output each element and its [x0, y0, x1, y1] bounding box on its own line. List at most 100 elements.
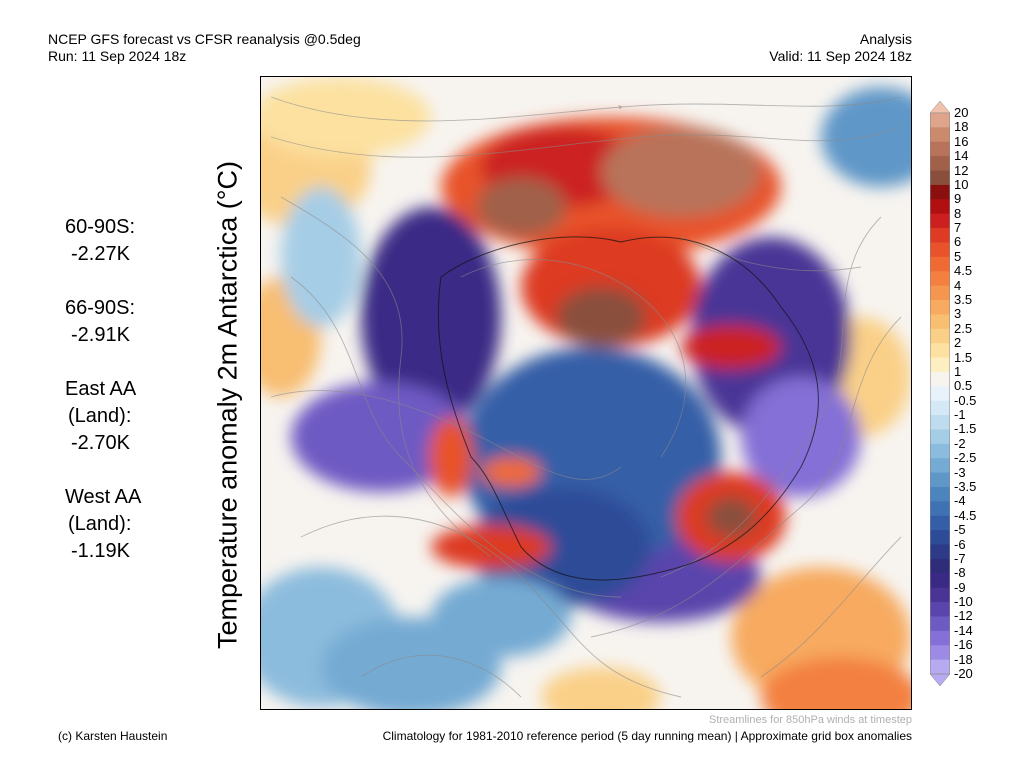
- stat-value: -1.19K: [71, 540, 130, 562]
- colorbar-min-arrow: [930, 673, 950, 686]
- colorbar-tick-label: 10: [954, 176, 969, 192]
- colorbar-segment: [930, 515, 950, 531]
- stat-66-90s: 66-90S: -2.91K: [65, 295, 141, 349]
- colorbar-segment: [930, 199, 950, 215]
- colorbar-segment: [930, 300, 950, 315]
- stat-east-aa: East AA (Land): -2.70K: [65, 376, 141, 457]
- stat-west-aa: West AA (Land): -1.19K: [65, 484, 141, 565]
- colorbar-tick-label: 3.5: [954, 292, 973, 307]
- stat-label-2: (Land):: [68, 405, 132, 427]
- colorbar-tick-label: 1: [954, 363, 962, 379]
- colorbar-segment: [930, 343, 950, 359]
- stat-label: 60-90S:: [65, 216, 136, 238]
- colorbar-tick-label: -3: [954, 464, 966, 480]
- colorbar-tick-label: 1.5: [954, 349, 973, 365]
- colorbar-segment: [930, 357, 950, 373]
- colorbar-segment: [930, 184, 950, 200]
- stat-value: -2.91K: [71, 324, 130, 346]
- colorbar-tick-label: -2: [954, 435, 966, 451]
- regional-stats: 60-90S: -2.27K 66-90S: -2.91K East AA (L…: [65, 214, 141, 592]
- colorbar-tick-label: -20: [954, 666, 973, 681]
- colorbar-tick-label: -3.5: [954, 479, 977, 494]
- colorbar-tick-label: -14: [954, 622, 973, 638]
- streamlines: [270, 96, 902, 698]
- colorbar-tick-label: 12: [954, 162, 969, 178]
- axis-title: Temperature anomaly 2m Antarctica (°C): [212, 161, 243, 649]
- stat-label: West AA: [65, 486, 142, 508]
- colorbar-tick-label: -18: [954, 651, 973, 667]
- colorbar-segment: [930, 443, 950, 459]
- colorbar-segment: [930, 386, 950, 402]
- stat-label-2: (Land):: [68, 513, 132, 535]
- colorbar-tick-label: -7: [954, 550, 966, 566]
- colorbar-segment: [930, 400, 950, 416]
- colorbar-segment: [930, 573, 950, 589]
- colorbar-tick-label: 20: [954, 105, 969, 120]
- title-line-1: NCEP GFS forecast vs CFSR reanalysis @0.…: [48, 31, 361, 47]
- colorbar-tick-label: 2: [954, 335, 962, 351]
- chart-title: NCEP GFS forecast vs CFSR reanalysis @0.…: [48, 31, 361, 65]
- colorbar-segment: [930, 141, 950, 157]
- colorbar-tick-label: 7: [954, 220, 962, 236]
- colorbar-tick-label: -10: [954, 594, 973, 610]
- colorbar-segment: [930, 256, 950, 272]
- colorbar-tick-label: 16: [954, 133, 969, 149]
- colorbar-max-arrow: [930, 101, 950, 114]
- colorbar-segment: [930, 558, 950, 574]
- stat-60-90s: 60-90S: -2.27K: [65, 214, 141, 268]
- colorbar-tick-label: 14: [954, 148, 969, 164]
- colorbar-segment: [930, 285, 950, 301]
- colorbar-tick-label: 2.5: [954, 320, 973, 336]
- colorbar-segment: [930, 228, 950, 243]
- colorbar-tick-label: -12: [954, 608, 973, 624]
- colorbar-segment: [930, 587, 950, 603]
- colorbar-tick-label: 8: [954, 205, 962, 221]
- colorbar-tick-label: -4: [954, 493, 966, 509]
- colorbar-segment: [930, 127, 950, 143]
- colorbar-segment: [930, 472, 950, 488]
- colorbar-segment: [930, 659, 950, 675]
- colorbar-tick-label: 0.5: [954, 378, 973, 394]
- colorbar-tick-label: 3: [954, 306, 962, 322]
- colorbar-tick-label: -9: [954, 579, 966, 595]
- colorbar-segment: [930, 371, 950, 387]
- stat-label: East AA: [65, 378, 137, 400]
- colorbar-segment: [930, 501, 950, 517]
- climatology-note: Climatology for 1981-2010 reference peri…: [382, 729, 912, 743]
- colorbar-tick-label: -1: [954, 407, 966, 423]
- stat-label: 66-90S:: [65, 297, 136, 319]
- colorbar-segment: [930, 645, 950, 661]
- valid-label: Valid: 11 Sep 2024 18z: [769, 48, 912, 64]
- stat-value: -2.70K: [71, 432, 130, 454]
- anomaly-map: [260, 76, 912, 710]
- colorbar-tick-label: -0.5: [954, 392, 977, 408]
- colorbar-segment: [930, 602, 950, 617]
- colorbar-segment: [930, 170, 950, 186]
- colorbar-segment: [930, 487, 950, 502]
- colorbar-tick-label: -16: [954, 637, 973, 653]
- colorbar-tick-label: 5: [954, 248, 962, 264]
- antarctica-coastline: [437, 236, 819, 581]
- colorbar-segment: [930, 328, 950, 344]
- streamline-note: Streamlines for 850hPa winds at timestep: [709, 714, 912, 726]
- colorbar-segment: [930, 429, 950, 445]
- colorbar-segment: [930, 314, 950, 330]
- colorbar-segment: [930, 630, 950, 646]
- colorbar-tick-label: 4.5: [954, 263, 973, 279]
- analysis-label: Analysis: [859, 31, 912, 47]
- title-line-2: Run: 11 Sep 2024 18z: [48, 48, 187, 64]
- colorbar-tick-label: -1.5: [954, 421, 977, 437]
- colorbar-segment: [930, 530, 950, 546]
- colorbar-segment: [930, 544, 950, 560]
- colorbar-tick-label: -6: [954, 536, 966, 552]
- colorbar-tick-label: 6: [954, 234, 962, 250]
- colorbar-segment: [930, 415, 950, 430]
- colorbar-tick-label: -4.5: [954, 507, 977, 523]
- colorbar-segment: [930, 458, 950, 474]
- valid-time: Analysis Valid: 11 Sep 2024 18z: [769, 31, 912, 65]
- colorbar-tick-label: -2.5: [954, 450, 977, 466]
- colorbar: [930, 101, 950, 686]
- colorbar-tick-label: 9: [954, 191, 962, 207]
- colorbar-segment: [930, 271, 950, 287]
- colorbar-segment: [930, 242, 950, 258]
